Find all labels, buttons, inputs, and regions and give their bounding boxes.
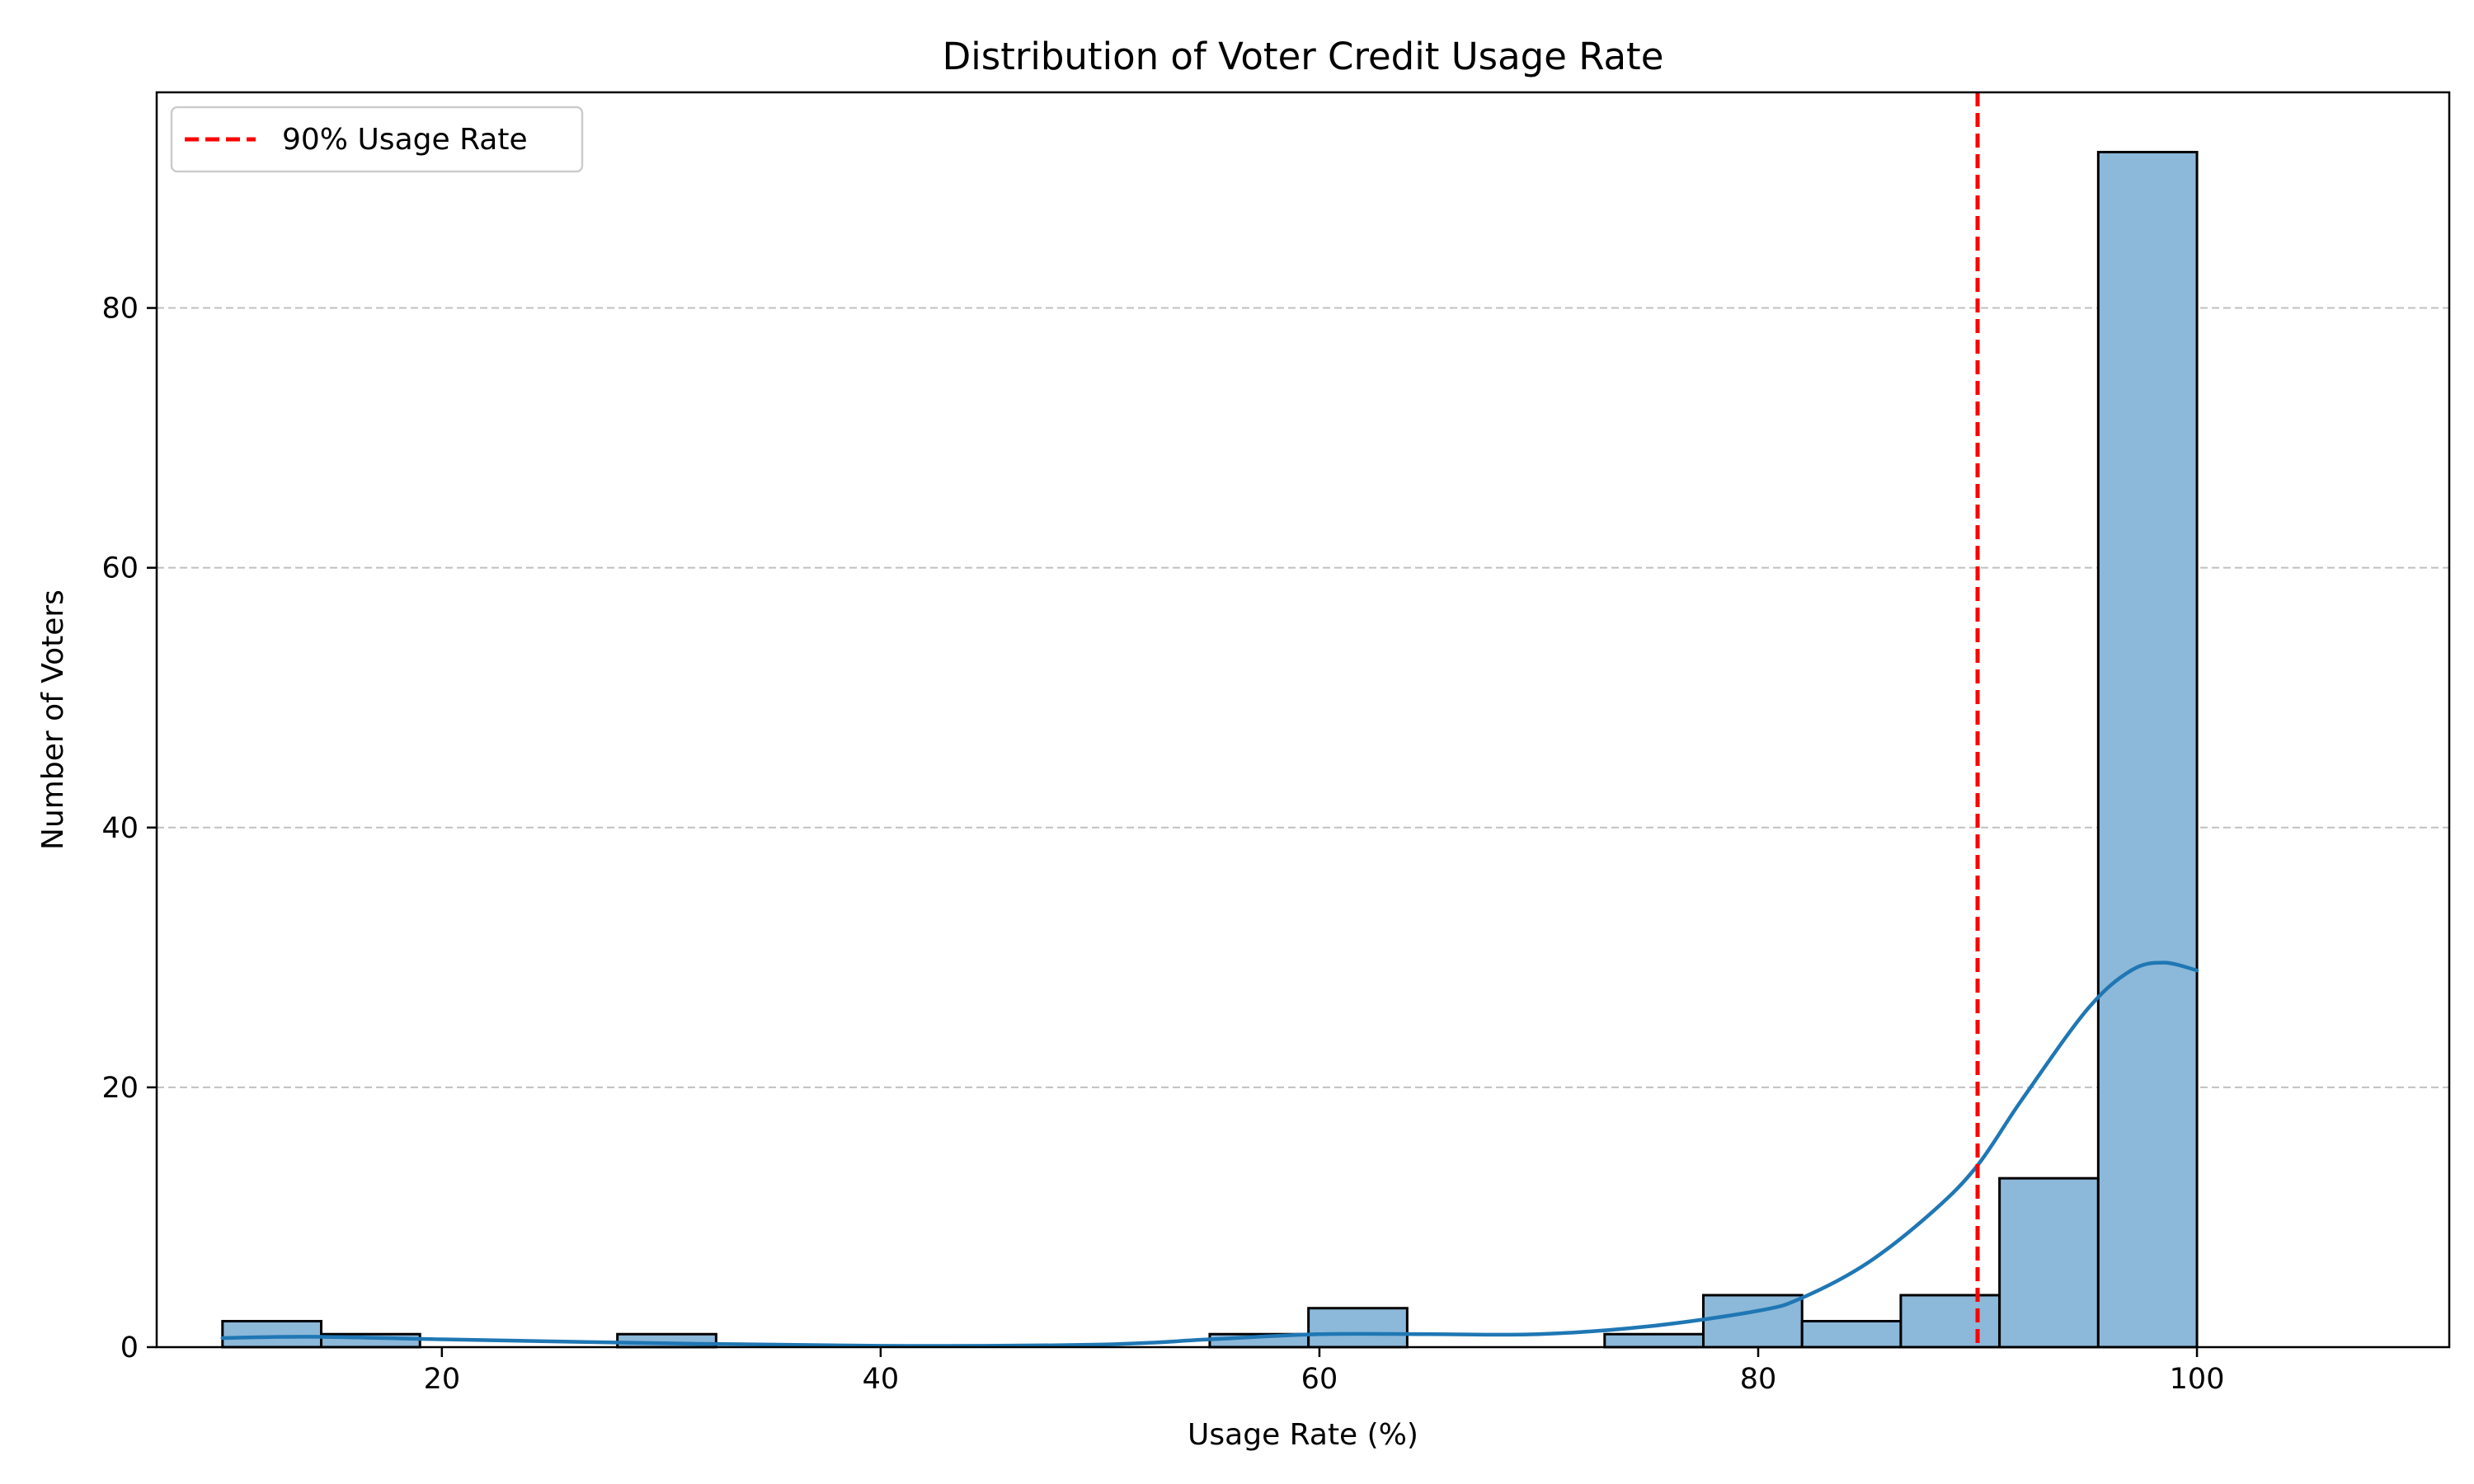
histogram-bars xyxy=(221,150,2199,1349)
kde-curve-group xyxy=(220,960,2199,1348)
y-tick-label: 60 xyxy=(101,552,139,585)
grid-lines xyxy=(157,307,2449,1088)
x-tick-label: 60 xyxy=(1301,1363,1338,1396)
y-tick-label: 80 xyxy=(101,293,139,326)
y-tick-label: 40 xyxy=(101,812,139,845)
y-tick-label: 20 xyxy=(101,1072,139,1105)
x-axis-ticks: 20 40 60 80 100 xyxy=(424,1347,2225,1396)
histogram-bar xyxy=(1307,1307,1409,1349)
y-tick-label: 0 xyxy=(120,1331,139,1364)
x-tick-label: 40 xyxy=(863,1363,900,1396)
x-tick-label: 100 xyxy=(2170,1363,2225,1396)
x-axis-label: Usage Rate (%) xyxy=(1188,1418,1418,1452)
x-tick-label: 20 xyxy=(424,1363,461,1396)
histogram-bar xyxy=(2096,150,2199,1349)
kde-curve xyxy=(220,960,2199,1348)
chart-title: Distribution of Voter Credit Usage Rate xyxy=(943,35,1664,78)
y-axis-ticks: 0 20 40 60 80 xyxy=(101,293,157,1364)
histogram-bar xyxy=(1800,1319,1903,1349)
histogram-bar xyxy=(1899,1294,2001,1349)
legend-box xyxy=(170,106,584,173)
legend: 90% Usage Rate xyxy=(170,106,584,173)
legend-entry-label: 90% Usage Rate xyxy=(282,123,528,157)
histogram-bar xyxy=(1998,1176,2100,1349)
y-axis-label: Number of Voters xyxy=(36,589,70,850)
histogram-bar xyxy=(1603,1332,1705,1349)
x-tick-label: 80 xyxy=(1740,1363,1777,1396)
histogram-bar xyxy=(221,1319,323,1349)
plot-frame xyxy=(155,91,2451,1349)
